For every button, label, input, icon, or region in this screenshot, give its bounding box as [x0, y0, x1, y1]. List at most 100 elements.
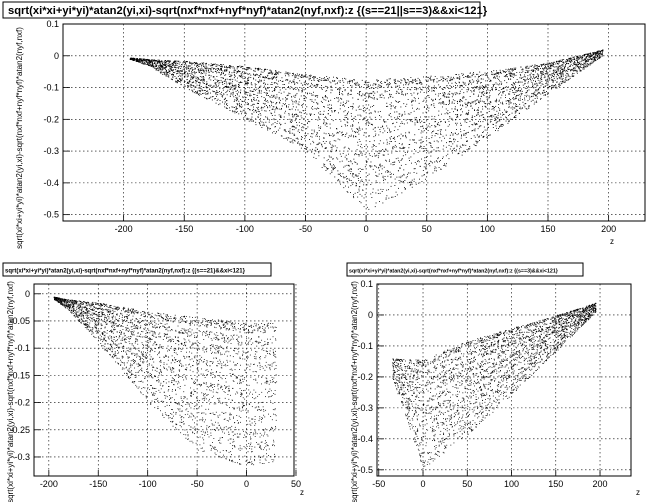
data-point: [301, 77, 302, 78]
data-point: [339, 108, 341, 110]
data-point: [175, 65, 176, 67]
data-point: [273, 106, 275, 108]
data-point: [136, 60, 137, 62]
data-point: [390, 95, 392, 97]
data-point: [396, 176, 398, 178]
data-point: [395, 100, 397, 102]
data-point: [487, 116, 489, 118]
data-point: [483, 136, 484, 138]
data-point: [465, 99, 467, 101]
data-point: [275, 70, 276, 72]
data-point: [545, 71, 547, 72]
data-point: [484, 87, 485, 89]
data-point: [188, 70, 190, 72]
data-point: [583, 62, 585, 64]
data-point: [389, 104, 391, 105]
data-point: [443, 102, 445, 104]
data-point: [513, 117, 515, 118]
data-point: [455, 74, 457, 75]
data-point: [248, 103, 249, 105]
data-point: [184, 70, 186, 72]
data-point: [449, 94, 451, 95]
data-point: [414, 168, 416, 170]
data-point: [356, 82, 358, 84]
data-point: [192, 69, 194, 71]
data-point: [196, 84, 198, 86]
data-point: [485, 80, 487, 82]
data-point: [349, 168, 351, 170]
data-point: [314, 99, 316, 101]
data-point: [537, 85, 539, 87]
data-point: [459, 101, 460, 102]
data-point: [248, 67, 250, 69]
data-point: [454, 100, 456, 102]
data-point: [393, 79, 395, 81]
data-point: [555, 72, 557, 74]
data-point: [307, 126, 309, 128]
data-point: [492, 106, 494, 108]
data-point: [460, 114, 461, 116]
data-point: [193, 71, 195, 73]
data-point: [318, 127, 320, 129]
data-point: [600, 51, 602, 53]
data-point: [309, 99, 311, 101]
data-point: [344, 156, 346, 158]
data-point: [368, 104, 370, 106]
data-point: [476, 86, 478, 87]
data-point: [419, 120, 420, 122]
data-point: [495, 114, 497, 115]
data-point: [442, 92, 444, 94]
data-point: [497, 117, 499, 119]
data-point: [409, 119, 411, 121]
data-point: [481, 86, 483, 88]
data-point: [192, 76, 194, 78]
data-point: [189, 73, 191, 74]
data-point: [234, 75, 236, 77]
data-point: [548, 75, 550, 77]
data-point: [229, 90, 230, 92]
data-point: [342, 153, 344, 154]
data-point: [180, 73, 182, 74]
data-point: [403, 146, 404, 148]
data-point: [245, 88, 246, 90]
data-point: [466, 112, 467, 114]
data-point: [279, 116, 281, 117]
data-point: [238, 70, 239, 72]
data-point: [232, 106, 234, 108]
data-point: [544, 63, 546, 65]
data-point: [366, 206, 368, 208]
data-point: [491, 88, 493, 90]
data-point: [569, 58, 571, 60]
data-point: [468, 84, 470, 86]
data-point: [530, 76, 532, 78]
data-point: [476, 124, 478, 125]
data-point: [493, 107, 495, 109]
data-point: [295, 100, 297, 102]
data-point: [332, 80, 334, 81]
data-point: [136, 58, 137, 60]
data-point: [601, 50, 603, 51]
data-point: [448, 104, 450, 105]
data-point: [323, 106, 325, 107]
data-point: [226, 94, 228, 96]
data-point: [342, 94, 344, 96]
data-point: [559, 76, 561, 78]
data-point: [273, 131, 275, 132]
data-point: [191, 82, 193, 84]
data-point: [485, 119, 486, 121]
data-point: [296, 113, 297, 115]
data-point: [184, 76, 186, 78]
data-point: [154, 60, 155, 62]
data-point: [203, 90, 205, 91]
data-point: [294, 97, 296, 98]
data-point: [425, 178, 426, 180]
data-point: [437, 95, 439, 97]
data-point: [554, 70, 556, 72]
data-point: [310, 78, 311, 80]
data-point: [380, 85, 382, 87]
data-point: [238, 86, 239, 87]
data-point: [359, 114, 361, 116]
data-point: [258, 100, 260, 102]
data-point: [233, 77, 235, 79]
data-point: [337, 97, 339, 99]
